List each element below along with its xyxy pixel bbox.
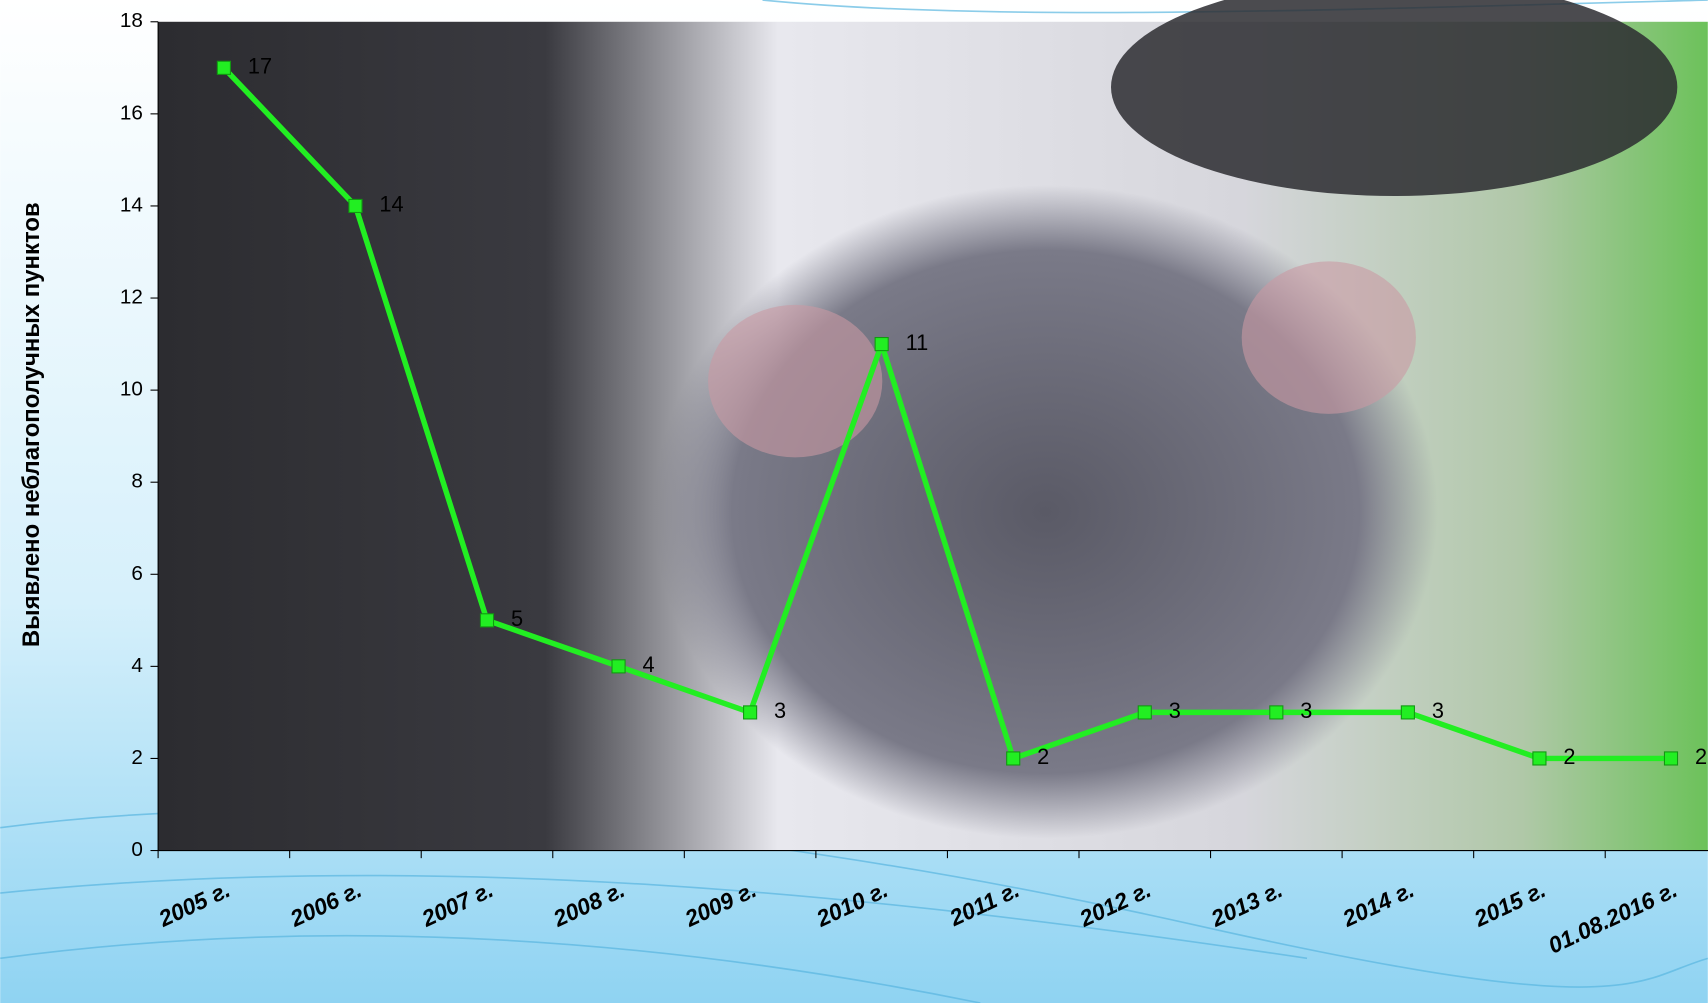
y-tick-label: 2 [131, 746, 143, 769]
data-label: 17 [248, 54, 272, 79]
plot-photo [158, 0, 1708, 851]
marker [479, 613, 495, 628]
data-label: 4 [643, 652, 655, 677]
data-label: 14 [379, 192, 403, 217]
marker [1137, 705, 1152, 720]
data-label: 5 [511, 606, 523, 631]
data-label: 3 [1169, 698, 1181, 723]
data-label: 2 [1037, 744, 1049, 769]
marker [1400, 705, 1415, 720]
y-tick-label: 18 [120, 9, 143, 32]
y-tick-label: 0 [131, 838, 143, 861]
y-tick-label: 14 [120, 193, 143, 216]
y-axis-label: Выявлено неблагополучных пунктов [18, 202, 45, 647]
y-tick-label: 16 [120, 101, 143, 124]
data-label: 3 [1432, 698, 1444, 723]
y-tick-label: 6 [131, 562, 143, 585]
marker [1663, 751, 1679, 766]
marker [1006, 751, 1021, 766]
data-label: 11 [906, 330, 929, 355]
y-tick-label: 10 [120, 378, 143, 401]
data-label: 2 [1695, 744, 1707, 769]
marker [611, 659, 626, 674]
marker [743, 705, 758, 720]
data-label: 2 [1563, 744, 1575, 769]
data-label: 3 [1300, 698, 1312, 723]
data-label: 3 [774, 698, 786, 723]
marker [874, 336, 889, 352]
marker [1532, 751, 1547, 766]
y-tick-label: 12 [120, 286, 143, 309]
marker [1269, 705, 1284, 720]
marker [348, 198, 363, 214]
y-tick-label: 4 [131, 654, 143, 677]
y-tick-label: 8 [131, 470, 143, 493]
marker [216, 60, 231, 75]
line [221, 65, 1671, 762]
